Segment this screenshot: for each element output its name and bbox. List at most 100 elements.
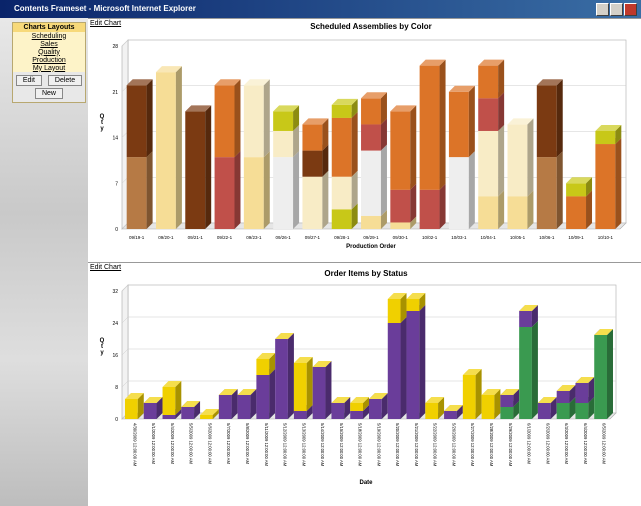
- bar-side: [440, 184, 446, 229]
- x-tick-label: 09/23-1: [246, 235, 262, 240]
- bar-side: [532, 321, 538, 419]
- bar-side: [557, 151, 563, 229]
- bar-segment: [144, 403, 157, 419]
- bar-side: [205, 105, 211, 229]
- y-tick-label: 0: [115, 417, 118, 423]
- bar-segment: [332, 177, 352, 210]
- bar-side: [527, 190, 533, 229]
- bar-side: [410, 184, 416, 223]
- bar-segment: [350, 411, 363, 419]
- bar-segment: [575, 403, 588, 419]
- bar-segment: [500, 407, 513, 419]
- menu-link[interactable]: Scheduling: [13, 32, 85, 40]
- bar-side: [264, 151, 270, 229]
- bar-segment: [566, 183, 586, 196]
- bar-segment: [181, 407, 194, 419]
- bar-side: [147, 79, 153, 157]
- x-tick-label: 09/29-1: [363, 235, 379, 240]
- x-tick-label: 09/21-1: [188, 235, 204, 240]
- bar-segment: [238, 395, 251, 419]
- bar-segment: [420, 190, 440, 229]
- chart-panel: Edit Chart Scheduled Assemblies by Color…: [88, 18, 641, 263]
- delete-button[interactable]: Delete: [48, 75, 82, 86]
- bar-segment: [163, 387, 176, 415]
- bar-segment: [595, 144, 615, 229]
- x-tick-label: 5/21/2009 12:00:00 AM: [414, 423, 419, 467]
- bar-segment: [127, 85, 147, 157]
- bar-segment: [537, 157, 557, 229]
- x-tick-label: 4/30/2009 12:00:00 AM: [132, 423, 137, 467]
- new-button[interactable]: New: [35, 88, 63, 99]
- edit-button[interactable]: Edit: [16, 75, 42, 86]
- bar-segment: [478, 196, 498, 229]
- bar-segment: [519, 327, 532, 419]
- window-title: Contents Frameset - Microsoft Internet E…: [14, 4, 196, 13]
- menu-link[interactable]: Production: [13, 56, 85, 64]
- bar-segment: [519, 311, 532, 327]
- x-tick-label: 5/1/2009 12:00:00 AM: [151, 423, 156, 464]
- bar-side: [498, 92, 504, 131]
- bar-side: [440, 60, 446, 190]
- bar-segment: [361, 151, 381, 216]
- x-tick-label: 6/2/2009 12:00:00 AM: [545, 423, 550, 464]
- bar-segment: [444, 411, 457, 419]
- menu-link[interactable]: My Layout: [13, 64, 85, 72]
- x-tick-label: 09/26-1: [275, 235, 291, 240]
- y-tick-label: 16: [112, 353, 118, 359]
- x-tick-label: 09/28-1: [334, 235, 350, 240]
- x-tick-label: 5/13/2009 12:00:00 AM: [301, 423, 306, 467]
- bar-segment: [313, 367, 326, 419]
- bar-segment: [185, 111, 205, 229]
- bar-side: [288, 333, 294, 419]
- bar-segment: [125, 399, 138, 419]
- bar-segment: [244, 157, 264, 229]
- x-tick-label: 5/18/2009 12:00:00 AM: [358, 423, 363, 467]
- chart-title: Order Items by Status: [324, 269, 408, 278]
- sidebar: Charts Layouts Scheduling Sales Quality …: [0, 18, 88, 506]
- title-bar: Contents Frameset - Microsoft Internet E…: [0, 0, 641, 18]
- page: {"window": {"title": "Contents Frameset …: [0, 0, 641, 506]
- menu-link[interactable]: Sales: [13, 40, 85, 48]
- x-tick-label: 5/28/2009 12:00:00 AM: [489, 423, 494, 467]
- bar-side: [469, 151, 475, 229]
- x-tick-label: 5/5/2009 12:00:00 AM: [189, 423, 194, 464]
- x-tick-label: 10/09-1: [568, 235, 584, 240]
- x-tick-label: 5/20/2009 12:00:00 AM: [395, 423, 400, 467]
- bar-segment: [463, 375, 476, 419]
- bar-side: [293, 151, 299, 229]
- bar-side: [557, 79, 563, 157]
- x-tick-label: 5/7/2009 12:00:00 AM: [226, 423, 231, 464]
- bar-segment: [361, 124, 381, 150]
- bar-side: [498, 60, 504, 99]
- x-tick-label: 5/26/2009 12:00:00 AM: [451, 423, 456, 467]
- bar-side: [381, 145, 387, 216]
- x-tick-label: 10/06-1: [539, 235, 555, 240]
- bar-segment: [482, 395, 495, 419]
- bar-segment: [449, 92, 469, 157]
- x-tick-label: 09/20-1: [158, 235, 174, 240]
- browser-window: Contents Frameset - Microsoft Internet E…: [0, 0, 641, 506]
- bar-segment: [256, 375, 269, 419]
- bar-segment: [388, 299, 401, 323]
- bar-segment: [449, 157, 469, 229]
- bar-segment: [420, 66, 440, 190]
- bar-segment: [302, 124, 322, 150]
- bar-segment: [215, 85, 235, 157]
- y-axis-label: Qty: [99, 114, 105, 132]
- chart: Order Items by Status08162432QtyDate4/30…: [88, 263, 641, 506]
- x-tick-label: 5/15/2009 12:00:00 AM: [339, 423, 344, 467]
- close-button[interactable]: [624, 3, 637, 16]
- bar-segment: [156, 72, 176, 229]
- x-tick-label: 5/4/2009 12:00:00 AM: [170, 423, 175, 464]
- x-tick-label: 10/05-1: [510, 235, 526, 240]
- bar-segment: [508, 124, 528, 196]
- minimize-button[interactable]: [596, 3, 609, 16]
- bar-segment: [361, 98, 381, 124]
- maximize-button[interactable]: [610, 3, 623, 16]
- y-tick-label: 7: [115, 181, 118, 187]
- bar-side: [325, 361, 331, 419]
- bar-side: [527, 118, 533, 196]
- menu-link[interactable]: Quality: [13, 48, 85, 56]
- x-tick-label: 10/03-1: [451, 235, 467, 240]
- x-tick-label: 6/5/2009 12:00:00 AM: [602, 423, 607, 464]
